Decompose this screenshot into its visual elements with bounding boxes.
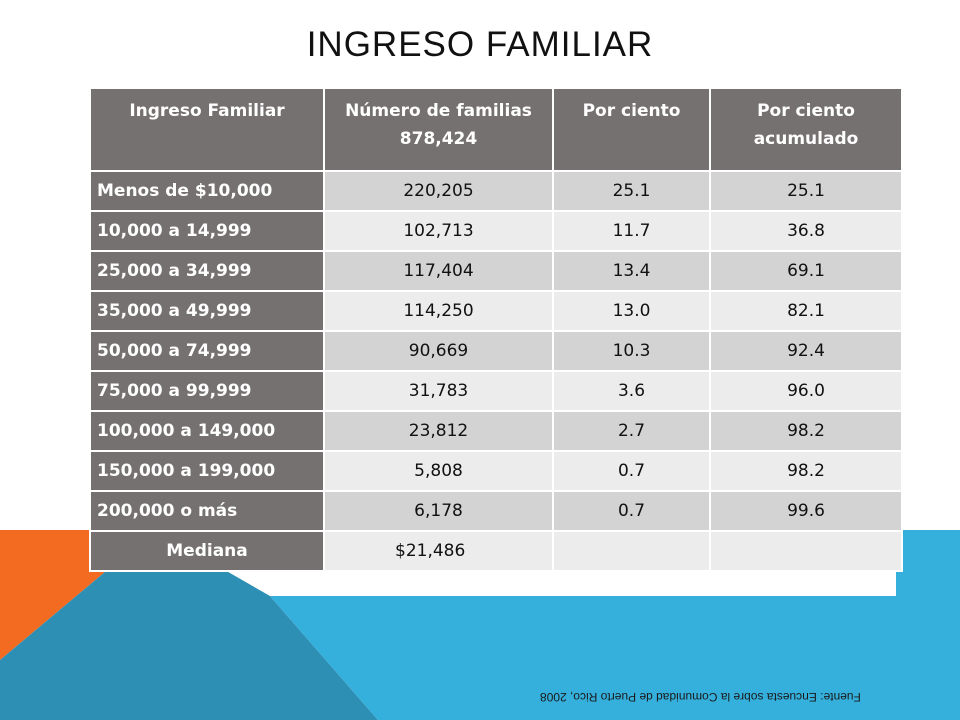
teal-accent-shape xyxy=(0,530,378,720)
cell-acumulado: 98.2 xyxy=(709,410,903,452)
cell-familias: 220,205 xyxy=(323,170,554,212)
cell-por-ciento: 10.3 xyxy=(552,330,711,372)
cell-acumulado: 99.6 xyxy=(709,490,903,532)
row-label: 150,000 a 199,000 xyxy=(89,450,325,492)
cell-por-ciento: 0.7 xyxy=(552,450,711,492)
cell-por-ciento: 25.1 xyxy=(552,170,711,212)
cell-acumulado: 36.8 xyxy=(709,210,903,252)
cell-acumulado: 92.4 xyxy=(709,330,903,372)
table-row: 50,000 a 74,999 90,669 10.3 92.4 xyxy=(89,330,903,372)
table-row: 100,000 a 149,000 23,812 2.7 98.2 xyxy=(89,410,903,452)
table-row: 75,000 a 99,999 31,783 3.6 96.0 xyxy=(89,370,903,412)
cell-familias: 90,669 xyxy=(323,330,554,372)
row-label: 75,000 a 99,999 xyxy=(89,370,325,412)
cell-por-ciento: 0.7 xyxy=(552,490,711,532)
median-label: Mediana xyxy=(89,530,325,572)
cell-familias: 23,812 xyxy=(323,410,554,452)
header-ingreso-familiar: Ingreso Familiar xyxy=(89,87,325,172)
blue-accent-shape xyxy=(270,530,960,720)
empty-cell xyxy=(552,530,711,572)
header-label: Número de familias xyxy=(345,101,532,121)
row-label: 10,000 a 14,999 xyxy=(89,210,325,252)
cell-por-ciento: 13.0 xyxy=(552,290,711,332)
page-title: INGRESO FAMILIAR xyxy=(306,25,654,64)
cell-familias: 102,713 xyxy=(323,210,554,252)
row-label: 35,000 a 49,999 xyxy=(89,290,325,332)
header-por-ciento: Por ciento xyxy=(552,87,711,172)
cell-familias: 5,808 xyxy=(323,450,554,492)
table-header-row: Ingreso Familiar Número de familias 878,4… xyxy=(89,87,903,172)
cell-por-ciento: 3.6 xyxy=(552,370,711,412)
cell-familias: 31,783 xyxy=(323,370,554,412)
table-row: 25,000 a 34,999 117,404 13.4 69.1 xyxy=(89,250,903,292)
cell-por-ciento: 2.7 xyxy=(552,410,711,452)
cell-por-ciento: 13.4 xyxy=(552,250,711,292)
cell-acumulado: 98.2 xyxy=(709,450,903,492)
cell-familias: 114,250 xyxy=(323,290,554,332)
source-note: Fuente: Encuesta sobre la Comunidad de P… xyxy=(540,690,861,704)
header-label: Por ciento xyxy=(582,101,681,121)
table-row: 35,000 a 49,999 114,250 13.0 82.1 xyxy=(89,290,903,332)
cell-por-ciento: 11.7 xyxy=(552,210,711,252)
empty-cell xyxy=(709,530,903,572)
row-label: 25,000 a 34,999 xyxy=(89,250,325,292)
table-row: Menos de $10,000 220,205 25.1 25.1 xyxy=(89,170,903,212)
row-label: 50,000 a 74,999 xyxy=(89,330,325,372)
row-label: 200,000 o más xyxy=(89,490,325,532)
cell-acumulado: 96.0 xyxy=(709,370,903,412)
median-value: $21,486 xyxy=(323,530,554,572)
header-label: Ingreso Familiar xyxy=(129,101,285,121)
table-row: 10,000 a 14,999 102,713 11.7 36.8 xyxy=(89,210,903,252)
table-row: 150,000 a 199,000 5,808 0.7 98.2 xyxy=(89,450,903,492)
cell-familias: 6,178 xyxy=(323,490,554,532)
header-label: Por ciento xyxy=(757,101,855,121)
cell-familias: 117,404 xyxy=(323,250,554,292)
header-numero-familias: Número de familias 878,424 xyxy=(323,87,554,172)
row-label: 100,000 a 149,000 xyxy=(89,410,325,452)
row-label: Menos de $10,000 xyxy=(89,170,325,212)
income-table: Ingreso Familiar Número de familias 878,4… xyxy=(89,87,903,572)
cell-acumulado: 82.1 xyxy=(709,290,903,332)
median-row: Mediana $21,486 xyxy=(89,530,903,572)
cell-acumulado: 69.1 xyxy=(709,250,903,292)
header-por-ciento-acumulado: Por ciento acumulado xyxy=(709,87,903,172)
header-label: acumulado xyxy=(753,129,859,149)
cell-acumulado: 25.1 xyxy=(709,170,903,212)
header-total: 878,424 xyxy=(399,129,478,149)
table-row: 200,000 o más 6,178 0.7 99.6 xyxy=(89,490,903,532)
